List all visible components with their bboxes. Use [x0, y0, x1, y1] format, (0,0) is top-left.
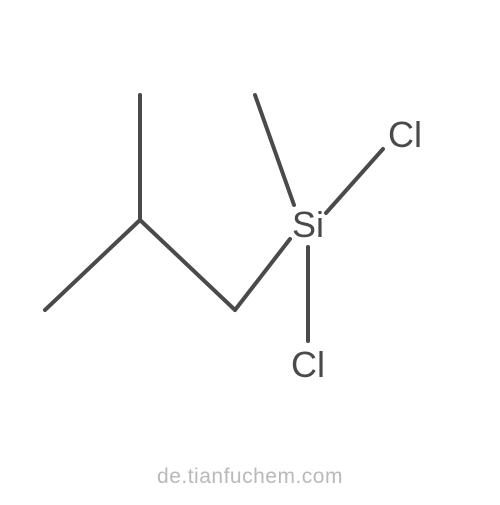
bond-line	[255, 95, 294, 205]
bond-line	[140, 220, 235, 310]
bond-line	[235, 239, 290, 310]
bond-line	[326, 149, 383, 213]
atom-label-cl-bottom: Cl	[291, 344, 325, 386]
bond-layer	[0, 0, 500, 500]
molecule-canvas: Si Cl Cl de.tianfuchem.com	[0, 0, 500, 500]
atom-label-si: Si	[292, 204, 324, 246]
watermark-text: de.tianfuchem.com	[157, 465, 343, 489]
atom-label-cl-top: Cl	[388, 114, 422, 156]
bond-line	[45, 220, 140, 310]
